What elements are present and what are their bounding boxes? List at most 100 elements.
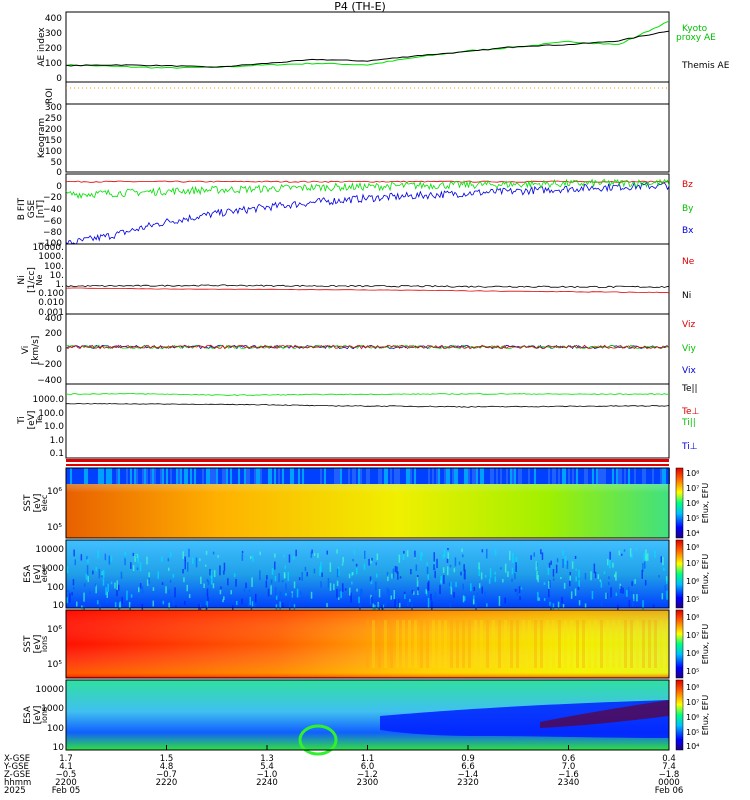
sst-ion-column — [600, 620, 603, 668]
sst-elec-stripe — [362, 468, 364, 484]
sst-elec-stripe — [132, 468, 134, 484]
sst-ion-column — [468, 620, 471, 668]
esa-elec-speck — [431, 601, 433, 611]
esa-elec-speck — [184, 556, 186, 561]
sst-elec-stripe — [524, 468, 526, 484]
sst-elec-stripe — [634, 468, 636, 484]
vi-tick: 200 — [45, 329, 62, 339]
esa-elec-speck — [547, 567, 550, 575]
esa-elec-speck — [584, 603, 587, 609]
ti-parallel-line — [65, 393, 670, 397]
esa-elec-speck — [107, 583, 109, 592]
esa-elec-speck — [622, 587, 624, 594]
sst-elec-stripe — [136, 468, 138, 484]
sst-elec-stripe — [216, 468, 218, 484]
sst-elec-stripe — [72, 468, 74, 484]
sst-elec-stripe — [70, 468, 72, 484]
esa-elec-speck — [394, 599, 396, 608]
legend-te-par: Te|| — [681, 384, 698, 394]
esa-elec-speck — [114, 602, 117, 607]
sst-elec-stripe — [350, 468, 352, 484]
esa-elec-speck — [460, 571, 462, 576]
row-label-hhmm: hhmm — [4, 778, 31, 788]
sst-elec-stripe — [578, 468, 580, 484]
esa-elec-tick: 100 — [47, 583, 64, 593]
esa-elec-speck — [351, 572, 353, 577]
sst-elec-stripe — [612, 468, 614, 484]
esa-elec-speck — [248, 589, 251, 593]
sst-elec-stripe — [430, 468, 432, 484]
sst-elec-stripe — [300, 468, 302, 484]
esa-ion-red-speckle — [540, 700, 669, 728]
ti-panel: Ti [eV] Te 1000.0 100.0 10.0 1.0 0.1 Te|… — [17, 383, 700, 459]
esa-elec-speck — [548, 580, 550, 589]
ti-frame — [65, 383, 670, 459]
esa-elec-speck — [407, 601, 409, 607]
esa-elec-speck — [644, 561, 646, 569]
cb2-tick: 10⁷ — [686, 559, 699, 568]
cb4-tick: 10⁷ — [686, 698, 699, 707]
ni-tick: 10. — [50, 271, 64, 281]
ni-tick: 1000. — [38, 252, 64, 262]
esa-elec-speck — [411, 590, 414, 594]
esa-elec-speck — [329, 562, 332, 572]
esa-elec-speck — [349, 587, 351, 596]
sst-elec-stripe — [146, 468, 148, 484]
sst-elec-stripe — [426, 468, 428, 484]
ni-panel: Ni [1/cc] Ne 10000. 1000. 100. 10. 1. 0.… — [17, 243, 695, 318]
esa-elec-speck — [157, 571, 159, 579]
sst-ion-column — [504, 620, 507, 668]
esa-elec-speck — [350, 592, 352, 603]
keogram-tick: 300 — [45, 103, 62, 113]
esa-ion-dark-region — [380, 700, 669, 738]
sst-elec-stripe — [600, 468, 602, 484]
esa-elec-speck — [132, 552, 135, 557]
sst-ion-column — [366, 620, 369, 668]
esa-elec-speck — [509, 550, 511, 561]
sst-elec-stripe — [100, 468, 102, 484]
esa-elec-speck — [643, 552, 645, 561]
sst-elec-stripe — [148, 468, 150, 484]
esa-elec-speck — [548, 562, 551, 568]
esa-elec-speck — [227, 578, 229, 586]
esa-elec-speck — [450, 587, 453, 595]
esa-elec-speck — [285, 593, 287, 596]
esa-elec-speck — [363, 563, 366, 570]
sst-elec-stripe — [534, 468, 536, 484]
esa-elec-speck — [661, 593, 664, 600]
esa-elec-speck — [543, 598, 546, 601]
sst-elec-stripe — [496, 468, 498, 484]
sst-ion-column — [594, 620, 597, 668]
sst-elec-stripe — [576, 468, 578, 484]
sst-elec-stripe — [416, 468, 418, 484]
row-label-ygse: Y-GSE — [3, 762, 29, 772]
esa-elec-speck — [98, 569, 101, 579]
bz-line — [65, 180, 670, 183]
esa-elec-speck — [141, 586, 144, 594]
ti-tick: 1000.0 — [33, 395, 65, 405]
kyoto-proxy-ae-line — [65, 20, 670, 69]
sst-elec-stripe — [508, 468, 510, 484]
sst-elec-stripe — [380, 468, 382, 484]
esa-elec-speck — [251, 577, 253, 587]
esa-elec-speck — [211, 575, 213, 585]
esa-elec-speck — [402, 554, 405, 560]
sst-elec-stripe — [378, 468, 380, 484]
esa-elec-speck — [535, 561, 538, 571]
sst-elec-stripe — [482, 468, 484, 484]
esa-elec-speck — [494, 571, 496, 575]
keogram-tick: 100 — [45, 147, 62, 157]
themis-ae-line — [65, 30, 670, 68]
cb4-label: Eflux, EFU — [701, 695, 710, 736]
sst-elec-stripe — [226, 468, 228, 484]
x-axis-z-label: −1.6 — [558, 770, 579, 780]
sst-elec-stripe — [502, 468, 504, 484]
sst-elec-stripe — [214, 468, 216, 484]
esa-elec-speck — [654, 550, 656, 558]
esa-elec-speck — [540, 549, 542, 555]
esa-elec-speck — [507, 571, 509, 578]
esa-elec-speck — [515, 557, 518, 567]
sst-elec-stripe — [606, 468, 608, 484]
bfit-tick: −60 — [43, 217, 62, 227]
